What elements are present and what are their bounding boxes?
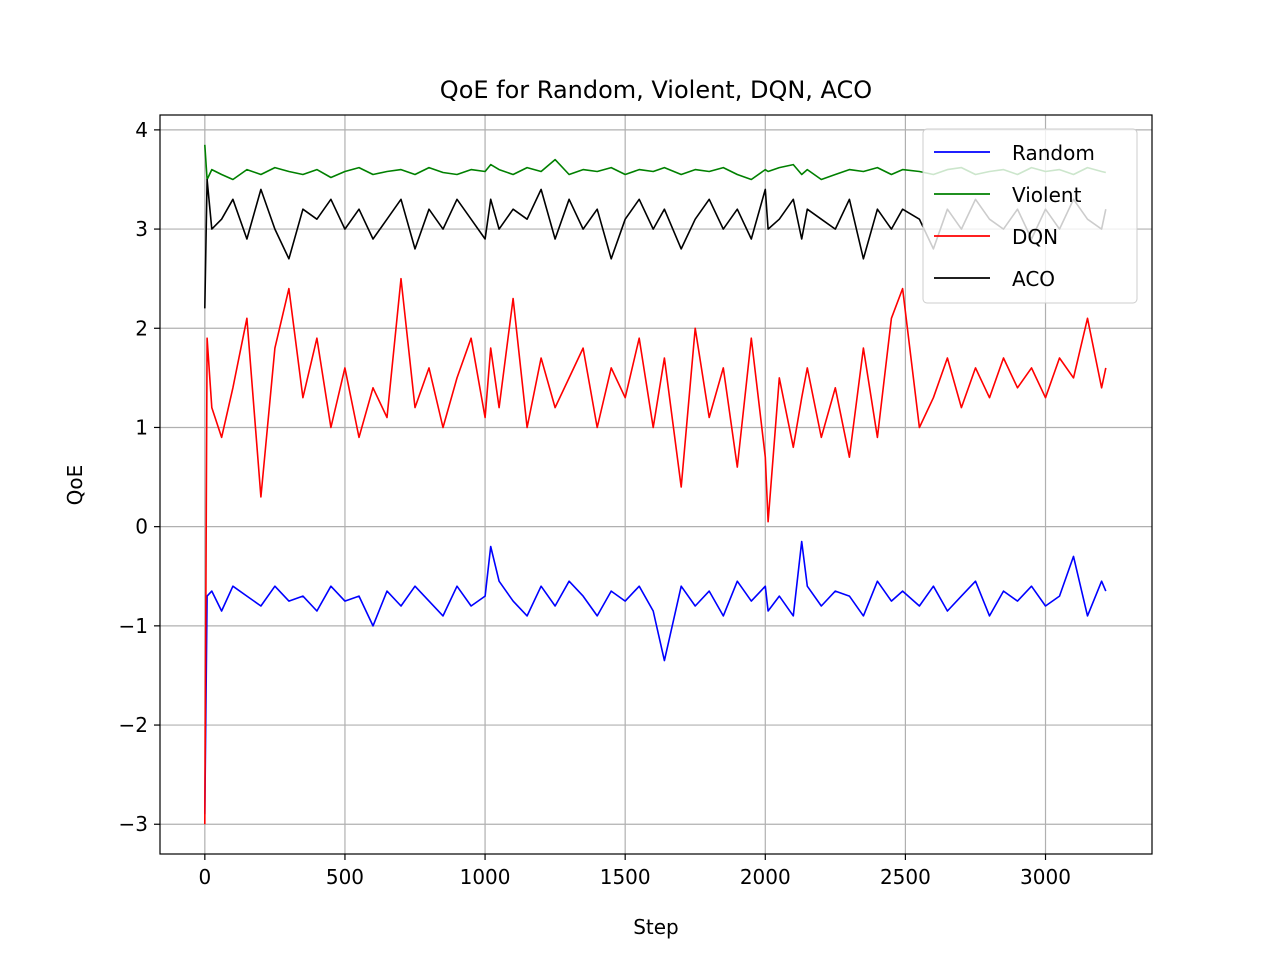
legend: Random Violent DQN ACO [922,128,1138,304]
y-tick-label: −2 [119,713,148,737]
x-tick-label: 1500 [600,865,651,889]
y-tick-label: −1 [119,614,148,638]
x-tick-label: 500 [326,865,364,889]
y-tick-label: 0 [135,515,148,539]
legend-label-random: Random [1012,141,1095,165]
y-axis-title: QoE [63,465,87,506]
legend-label-dqn: DQN [1012,225,1058,249]
x-tick-label: 2000 [740,865,791,889]
legend-label-aco: ACO [1012,267,1055,291]
series-line-random [204,540,1107,815]
x-tick-label: 2500 [880,865,931,889]
plot-frame [159,114,1153,855]
chart-title: QoE for Random, Violent, DQN, ACO [440,76,872,104]
y-tick-label: 2 [135,316,148,340]
legend-label-violent: Violent [1012,183,1082,207]
y-tick-label: 3 [135,217,148,241]
y-tick-label: −3 [119,812,148,836]
x-tick-label: 1000 [460,865,511,889]
legend-box [922,128,1138,304]
x-tick-label: 0 [198,865,211,889]
x-tick-label: 3000 [1020,865,1071,889]
axis-ticks: 0 500 1000 1500 2000 2500 3000 −3 −2 −1 0 1 2 3 4 [119,118,1071,889]
y-tick-label: 1 [135,415,148,439]
series-line-dqn [204,277,1107,825]
y-tick-label: 4 [135,118,148,142]
x-axis-title: Step [633,915,679,939]
